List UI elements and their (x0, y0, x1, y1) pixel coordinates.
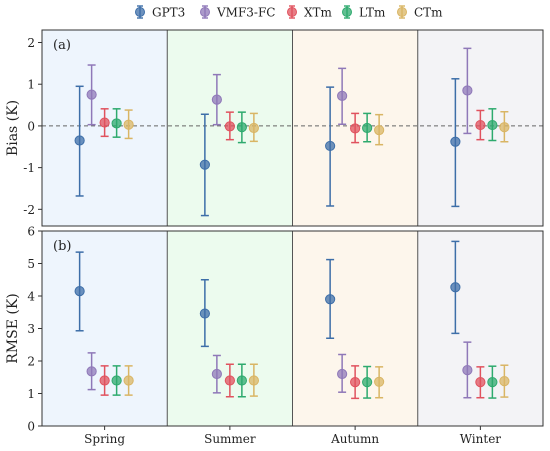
y-tick-label-4: 2 (27, 36, 35, 50)
y-tick-label-3: 3 (27, 322, 35, 336)
data-point-2-0 (99, 117, 110, 128)
data-point-4-1 (248, 122, 259, 134)
x-tick-label-2: Autumn (330, 432, 379, 446)
data-point-1-1 (211, 94, 222, 105)
data-point-1-1 (211, 368, 222, 380)
y-tick-label-1: 1 (27, 387, 35, 401)
data-point-2-1 (224, 375, 235, 386)
data-point-4-2 (374, 124, 385, 136)
data-point-2-3 (475, 119, 486, 131)
y-tick-label-3: 1 (27, 78, 35, 92)
legend-label-4: CTm (414, 6, 443, 20)
data-point-0-2 (325, 140, 336, 152)
legend-marker-2 (287, 7, 297, 17)
data-point-2-2 (350, 377, 361, 388)
data-point-1-2 (337, 368, 348, 380)
data-point-0-2 (325, 294, 336, 305)
data-point-4-1 (248, 375, 259, 386)
data-point-1-3 (462, 85, 473, 96)
x-tick-label-3: Winter (460, 432, 502, 446)
data-point-0-0 (74, 286, 85, 297)
y-tick-label-2: 0 (27, 119, 35, 133)
x-tick-label-1: Summer (204, 432, 256, 446)
data-point-3-0 (111, 375, 122, 386)
y-tick-label-1: -1 (23, 161, 35, 175)
panel-label: (a) (53, 38, 71, 53)
legend-marker-0 (135, 7, 145, 17)
data-point-2-0 (99, 375, 110, 386)
legend-marker-1 (200, 7, 210, 17)
season-band-0 (42, 231, 168, 426)
y-tick-label-4: 4 (27, 290, 35, 304)
data-point-2-3 (475, 377, 486, 388)
legend-label-3: LTm (359, 6, 386, 20)
data-point-1-2 (337, 90, 348, 101)
panel-label: (b) (53, 239, 71, 254)
y-axis-label: RMSE (K) (5, 293, 21, 364)
legend-marker-4 (397, 7, 407, 17)
data-point-4-2 (374, 376, 385, 387)
data-point-4-0 (123, 375, 134, 386)
data-point-0-1 (199, 308, 210, 319)
y-tick-label-0: 0 (27, 420, 35, 434)
data-point-1-3 (462, 365, 473, 376)
data-point-1-0 (86, 366, 97, 377)
y-tick-label-0: -2 (23, 203, 35, 217)
data-point-0-3 (450, 282, 461, 293)
legend-label-1: VMF3-FC (216, 6, 275, 20)
data-point-3-0 (111, 118, 122, 129)
data-point-3-2 (362, 122, 373, 134)
legend-marker-3 (342, 7, 352, 17)
data-point-4-0 (123, 119, 134, 130)
data-point-3-1 (236, 375, 247, 386)
data-point-2-2 (350, 123, 361, 134)
data-point-1-0 (86, 89, 97, 100)
y-tick-label-6: 6 (27, 225, 35, 239)
data-point-3-1 (236, 122, 247, 133)
bias-panel: -2 -1 0 1 2 Bias (K) (a) (5, 29, 544, 227)
legend: GPT3 VMF3-FC XTm LTm CTm (135, 5, 443, 20)
data-point-3-2 (362, 377, 373, 388)
plot-frame (41, 29, 544, 227)
rmse-panel: 0 1 2 3 4 5 6 RMSE (K) (b) (5, 225, 544, 434)
y-tick-label-5: 5 (27, 257, 35, 271)
x-tick-label-0: Spring (84, 432, 125, 446)
data-point-4-3 (499, 122, 510, 133)
data-point-3-3 (487, 377, 498, 388)
data-point-4-3 (499, 376, 510, 387)
data-point-0-3 (450, 136, 461, 147)
y-tick-label-2: 2 (27, 355, 35, 369)
y-axis-label: Bias (K) (5, 100, 21, 156)
season-axis: Spring Summer Autumn Winter (84, 426, 501, 446)
data-point-3-3 (487, 119, 498, 131)
data-point-0-0 (74, 135, 85, 146)
data-point-2-1 (224, 121, 235, 132)
legend-label-2: XTm (304, 6, 333, 20)
legend-label-0: GPT3 (152, 6, 185, 20)
data-point-0-1 (199, 159, 210, 170)
